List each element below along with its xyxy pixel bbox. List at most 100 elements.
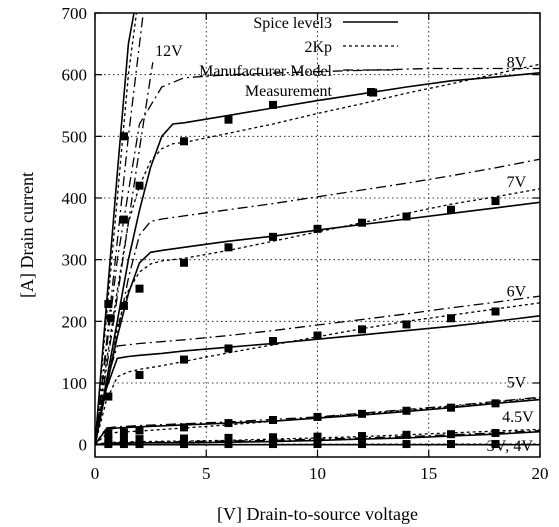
legend: Spice level3 2Kp Manufacturer Model Measure… [199, 15, 398, 100]
measurement-point-measurement-mid [106, 314, 115, 323]
measurement-point-measurement-5v [402, 406, 411, 415]
measurement-point-measurement-7v [313, 224, 322, 233]
y-tick-label: 400 [62, 189, 88, 208]
gate-voltage-label: 3V; 4V [487, 438, 534, 455]
gate-voltage-label: 6V [507, 284, 527, 301]
measurement-point-measurement-3v-4v [269, 440, 277, 449]
measurement-point-measurement-3v-4v [104, 440, 113, 449]
measurement-point-measurement-8v [269, 100, 277, 109]
gate-voltage-label: 4.5V [502, 409, 534, 426]
measurement-point-measurement-8v [119, 132, 128, 141]
measurement-point-measurement-5v [180, 423, 188, 432]
measurement-point-measurement-6v [402, 320, 411, 329]
series-line-manufacturer-model-6v [95, 295, 540, 445]
measurement-point-measurement-4-5v [104, 435, 113, 444]
measurement-point-measurement-6v [135, 370, 144, 379]
measurement-point-measurement-8v [224, 115, 233, 124]
y-tick-label: 500 [62, 127, 88, 146]
x-tick-label: 15 [420, 464, 437, 483]
series-line-2kp-12v [95, 13, 138, 445]
measurement-point-measurement-4-5v [224, 433, 233, 442]
x-tick-label: 0 [91, 464, 100, 483]
measurement-point-measurement-4-5v [358, 432, 366, 441]
measurement-point-measurement-5v [358, 409, 366, 418]
measurement-point-measurement-3v-4v [135, 440, 144, 449]
measurement-point-measurement-4-5v [180, 434, 188, 443]
measurement-point-measurement-6v [491, 307, 500, 316]
measurement-point-measurement-7v [269, 232, 277, 241]
gate-voltage-label: 5V [507, 374, 527, 391]
series-line-2kp-6v [95, 302, 540, 445]
measurement-point-measurement-4-5v [402, 430, 411, 439]
measurement-point-measurement-5v [119, 428, 128, 437]
y-tick-label: 300 [62, 251, 88, 270]
measurement-point-measurement-3v-4v [358, 440, 366, 449]
measurement-point-measurement-5v [135, 426, 144, 435]
measurement-point-measurement-4-5v [313, 432, 322, 441]
measurement-point-measurement-8v [135, 181, 144, 190]
series-line-manufacturer-model-12v [95, 13, 144, 445]
gate-voltage-label: 7V [507, 174, 527, 191]
measurement-point-measurement-3v-4v [119, 440, 128, 449]
y-tick-label: 700 [62, 4, 88, 23]
series-line-spice-level3-12v [95, 13, 135, 445]
series-line-manufacturer-model-12v-b [95, 62, 154, 445]
gate-voltage-label: 12V [155, 43, 183, 60]
measurement-point-measurement-5v [447, 403, 455, 412]
measurement-point-measurement-5v [269, 416, 277, 424]
y-tick-label: 600 [62, 66, 88, 85]
measurement-markers [104, 88, 500, 449]
measurement-point-measurement-4-5v [135, 435, 144, 444]
measurement-point-measurement-5v [104, 429, 113, 438]
measurement-point-measurement-7v [180, 258, 188, 267]
measurement-point-measurement-6v [447, 314, 455, 323]
measurement-point-measurement-3v-4v [224, 440, 233, 449]
x-tick-label: 5 [202, 464, 211, 483]
legend-label: Spice level3 [253, 15, 332, 32]
measurement-point-measurement-3v-4v [180, 440, 188, 449]
measurement-point-measurement-6v [180, 355, 188, 364]
gate-voltage-label: 8V [507, 54, 527, 71]
y-tick-label: 100 [62, 374, 88, 393]
measurement-point-measurement-6v [313, 331, 322, 340]
y-axis-label: [A] Drain current [17, 172, 37, 298]
measurement-point-measurement-5v [224, 419, 233, 428]
measurement-point-measurement-3v-4v [313, 440, 322, 449]
legend-label: 2Kp [304, 39, 332, 56]
measurement-point-measurement-mid [104, 392, 113, 401]
gate-voltage-labels: 12V 8V 7V 6V 5V 4.5V 3V; 4V [155, 43, 534, 455]
y-tick-label: 0 [79, 436, 88, 455]
measurement-point-measurement-mid [119, 301, 128, 310]
series-line-spice-level3-8v [95, 72, 540, 445]
measurement-point-measurement-6v [358, 325, 366, 334]
x-tick-label: 20 [532, 464, 549, 483]
y-tick-label: 200 [62, 312, 88, 331]
measurement-point-measurement-4-5v [491, 428, 500, 437]
measurement-point-measurement-3v-4v [491, 440, 500, 449]
measurement-point-measurement-4-5v [447, 430, 455, 439]
measurement-point-measurement-7v [135, 284, 144, 293]
legend-label: Measurement [245, 83, 333, 100]
legend-label: Manufacturer Model [199, 63, 332, 80]
legend-sample-marker [367, 88, 375, 96]
measurement-point-measurement-7v [402, 212, 411, 221]
x-axis-label: [V] Drain-to-source voltage [217, 504, 418, 524]
measurement-point-measurement-8v [180, 137, 188, 146]
measurement-point-measurement-5v [313, 412, 322, 421]
grid-lines [95, 13, 540, 457]
measurement-point-measurement-7v [358, 218, 366, 227]
measurement-point-measurement-4-5v [119, 435, 128, 444]
measurement-point-measurement-3v-4v [447, 440, 455, 449]
series-line-spice-level3-7v [95, 201, 540, 445]
measurement-point-measurement-4-5v [269, 433, 277, 442]
measurement-point-measurement-3v-4v [402, 440, 411, 449]
measurement-point-measurement-12v [104, 300, 113, 309]
measurement-point-measurement-7v [491, 197, 500, 206]
measurement-point-measurement-5v [491, 399, 500, 408]
measurement-point-measurement-7v [447, 205, 455, 214]
measurement-point-measurement-12v [119, 215, 128, 224]
x-tick-label: 10 [309, 464, 326, 483]
measurement-point-measurement-6v [269, 337, 277, 346]
